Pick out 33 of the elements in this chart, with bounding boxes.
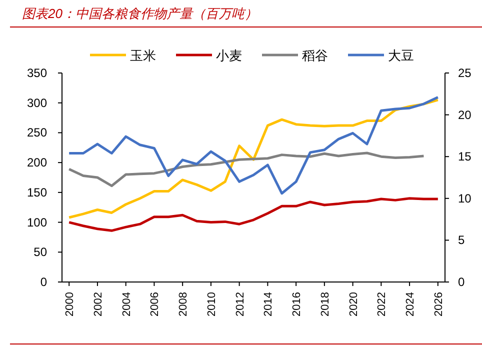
y-tick-label: 50 (34, 245, 48, 260)
x-tick-label: 2022 (376, 292, 388, 316)
x-tick-label: 2016 (291, 292, 304, 316)
y-tick-label: 0 (40, 275, 48, 289)
x-tick-label: 2020 (348, 292, 360, 316)
legend-label: 大豆 (388, 48, 414, 63)
x-tick-label: 2012 (234, 292, 246, 316)
y-tick-label: 250 (26, 126, 48, 140)
y-tick-label: 100 (26, 215, 48, 230)
y2-tick-label: 0 (458, 275, 465, 289)
y-tick-label: 150 (26, 185, 48, 200)
x-tick-label: 2006 (149, 292, 162, 316)
y2-tick-label: 5 (458, 233, 465, 248)
legend-label: 小麦 (216, 48, 242, 63)
legend-label: 玉米 (130, 48, 156, 63)
y2-tick-label: 10 (458, 191, 472, 206)
y2-tick-label: 20 (458, 108, 472, 122)
x-tick-label: 2018 (319, 292, 332, 316)
x-tick-label: 2010 (206, 292, 218, 316)
x-tick-label: 2014 (262, 292, 275, 316)
x-tick-label: 2004 (120, 292, 133, 316)
x-tick-label: 2000 (64, 292, 76, 316)
x-tick-label: 2002 (92, 292, 104, 316)
legend-label: 稻谷 (302, 48, 328, 63)
y-tick-label: 200 (26, 156, 48, 170)
title: 图表20：中国各粮食作物产量（百万吨） (22, 6, 258, 21)
y-tick-label: 300 (26, 96, 48, 110)
x-tick-label: 2024 (404, 292, 417, 316)
y-tick-label: 350 (26, 66, 48, 80)
x-tick-label: 2008 (178, 292, 190, 316)
y2-tick-label: 15 (458, 150, 472, 164)
y2-tick-label: 25 (458, 66, 472, 80)
x-tick-label: 2026 (432, 292, 445, 316)
